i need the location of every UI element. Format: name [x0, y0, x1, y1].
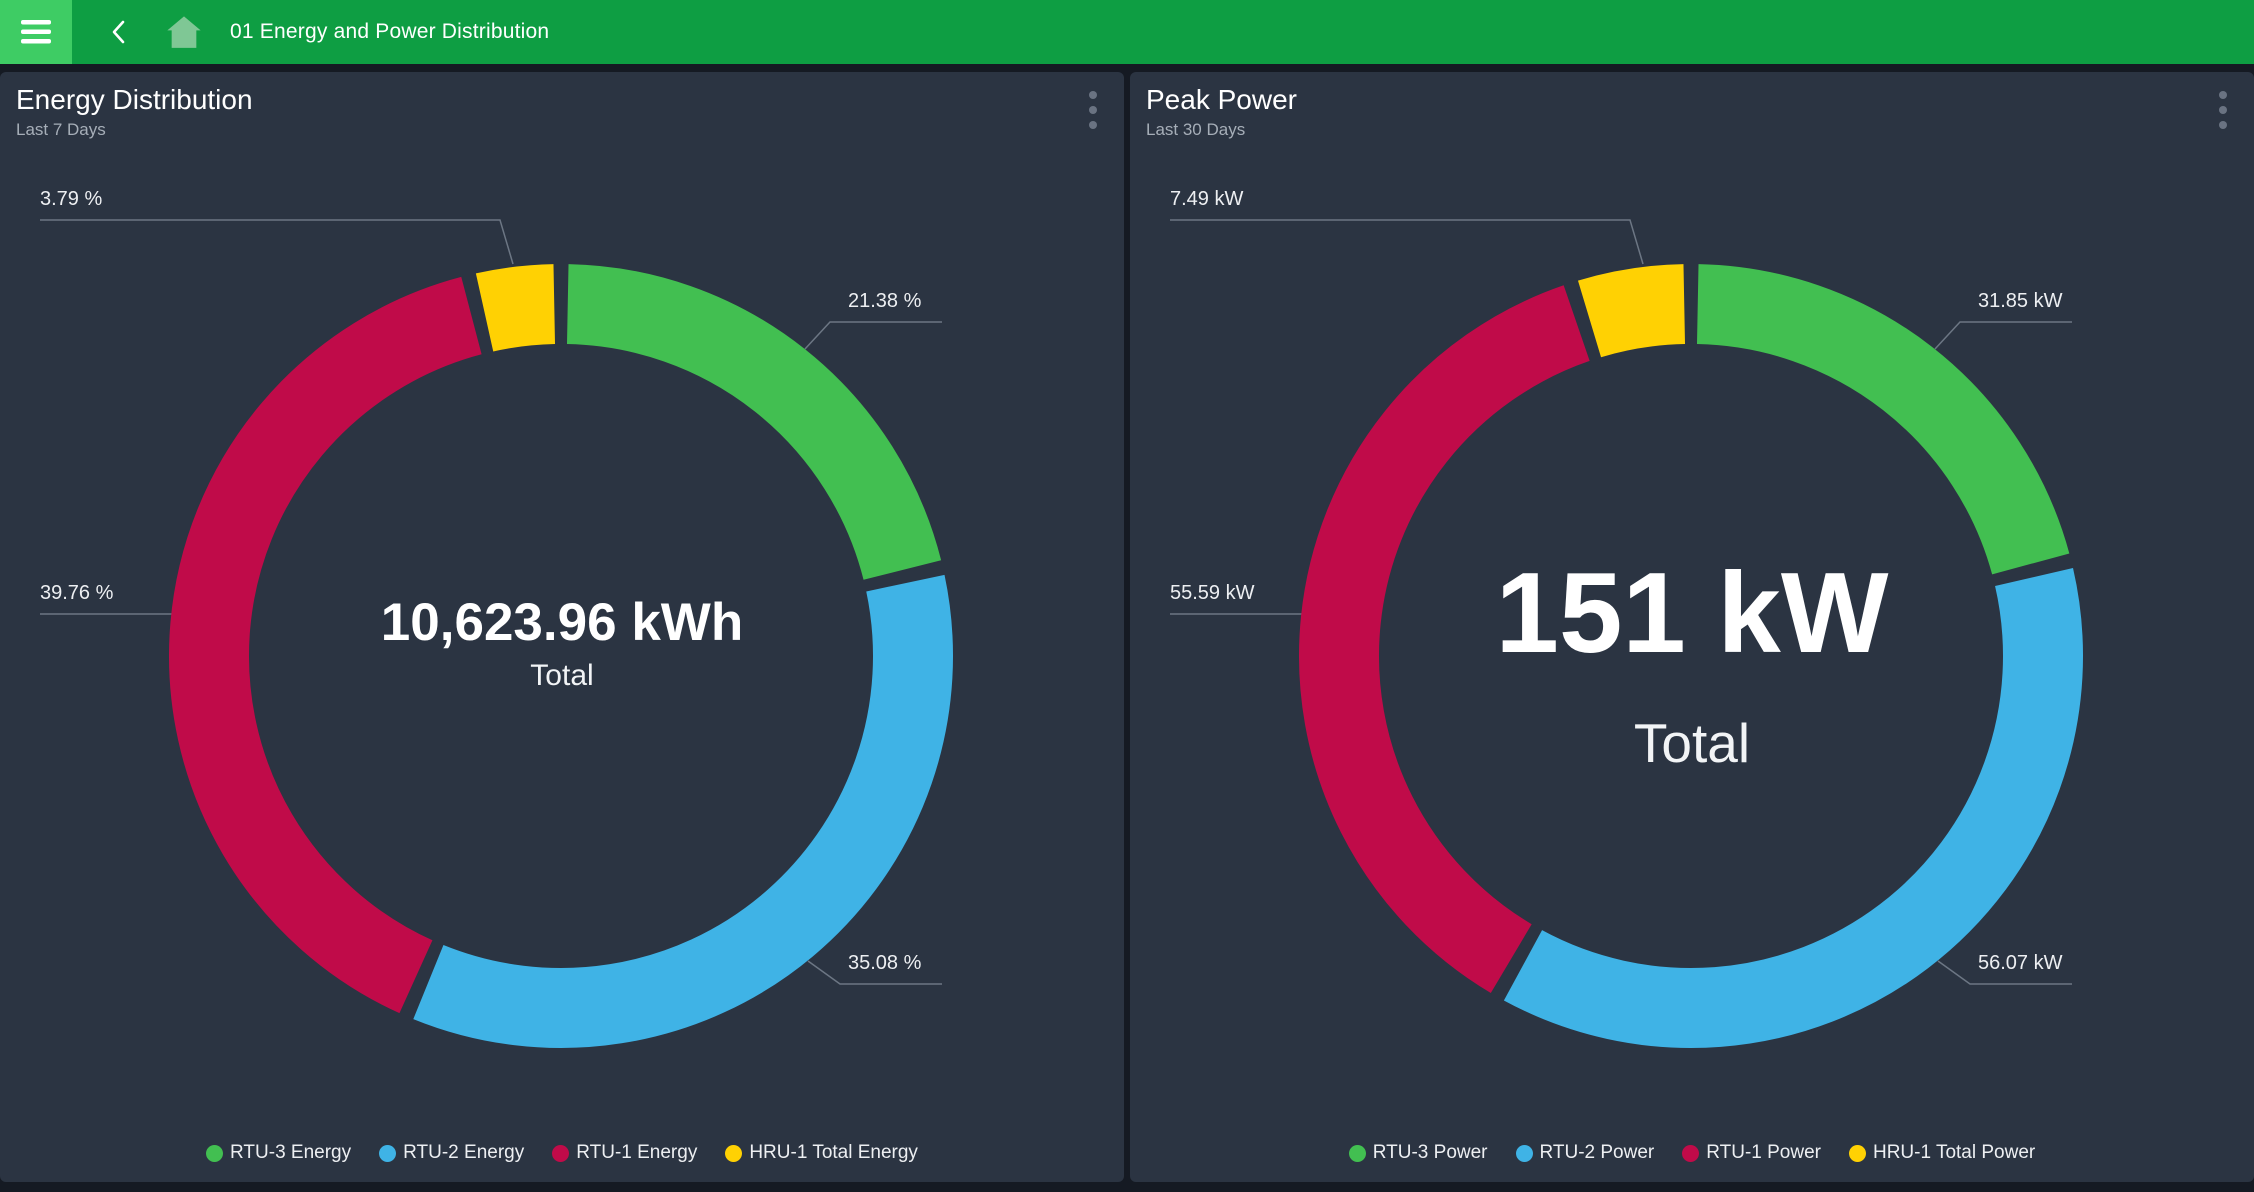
callout-leader-line — [1937, 960, 2072, 985]
kebab-menu-icon — [1089, 91, 1097, 99]
legend-dot-green — [1348, 1144, 1366, 1162]
card-menu-button[interactable] — [1080, 86, 1106, 134]
card-title: Energy Distribution — [16, 84, 253, 115]
donut-slice-rtu-3-energy[interactable] — [566, 264, 942, 581]
donut-slice-hru-1-total-power[interactable] — [1577, 264, 1686, 358]
legend-dot-crimson — [552, 1144, 570, 1162]
energy-distribution-card: Energy Distribution Last 7 Days 3.79 % 2… — [0, 72, 1124, 1182]
donut-chart-energy: 3.79 % 21.38 % 39.76 % 35.08 % 10,623.96… — [0, 72, 1124, 1182]
legend-item-rtu1-energy[interactable]: RTU-1 Energy — [552, 1142, 697, 1164]
legend-item-rtu3-energy[interactable]: RTU-3 Energy — [206, 1142, 351, 1164]
card-title: Peak Power — [1146, 84, 1297, 115]
chart-legend: RTU-3 Energy RTU-2 Energy RTU-1 Energy H… — [0, 1142, 1124, 1164]
menu-button[interactable] — [0, 0, 72, 64]
legend-item-rtu3-power[interactable]: RTU-3 Power — [1348, 1142, 1488, 1164]
legend-dot-green — [206, 1144, 224, 1162]
chart-center-text: 10,623.96 kWh Total — [381, 594, 743, 693]
donut-slice-rtu-2-power[interactable] — [1503, 568, 2083, 1048]
donut-slice-hru-1-total-energy[interactable] — [475, 264, 556, 352]
slice-label-hru1-power: 7.49 kW — [1170, 188, 1244, 210]
legend-item-rtu1-power[interactable]: RTU-1 Power — [1682, 1142, 1821, 1164]
legend-dot-blue — [1515, 1144, 1533, 1162]
slice-label-rtu1-energy: 39.76 % — [40, 582, 114, 604]
donut-chart-svg — [1170, 219, 2083, 1048]
card-subtitle: Last 30 Days — [1146, 120, 1246, 139]
callout-leader-line — [1934, 321, 2072, 350]
slice-label-hru1-energy: 3.79 % — [40, 188, 103, 210]
peak-power-card: Peak Power Last 30 Days 7.49 kW 31.85 kW… — [1130, 72, 2254, 1182]
page-title: 01 Energy and Power Distribution — [230, 20, 550, 43]
card-header: Energy Distribution Last 7 Days — [16, 84, 253, 140]
card-header: Peak Power Last 30 Days — [1146, 84, 1297, 140]
callout-leader-line — [807, 960, 942, 985]
callout-leader-line — [40, 219, 514, 265]
total-label: Total — [530, 659, 594, 693]
card-subtitle: Last 7 Days — [16, 120, 106, 139]
legend-item-rtu2-power[interactable]: RTU-2 Power — [1515, 1142, 1654, 1164]
legend-dot-yellow — [1848, 1144, 1866, 1162]
kebab-menu-icon — [2219, 91, 2227, 99]
home-house-glyph — [167, 16, 201, 48]
slice-label-rtu2-power: 56.07 kW — [1978, 952, 2063, 974]
total-value: 10,623.96 kWh — [380, 593, 744, 652]
slice-label-rtu3-energy: 21.38 % — [848, 290, 922, 312]
callout-leader-line — [1170, 219, 1644, 265]
chart-center-text: 151 kW Total — [1496, 552, 1889, 775]
chart-legend: RTU-3 Power RTU-2 Power RTU-1 Power HRU-… — [1130, 1142, 2254, 1164]
hamburger-icon — [21, 20, 51, 44]
donut-chart-svg — [40, 219, 953, 1048]
legend-item-rtu2-energy[interactable]: RTU-2 Energy — [379, 1142, 524, 1164]
donut-slice-rtu-2-energy[interactable] — [413, 574, 953, 1048]
slice-label-rtu3-power: 31.85 kW — [1978, 290, 2063, 312]
back-button[interactable] — [86, 0, 150, 64]
legend-item-hru1-energy[interactable]: HRU-1 Total Energy — [725, 1142, 918, 1164]
legend-dot-blue — [379, 1144, 397, 1162]
legend-item-hru1-power[interactable]: HRU-1 Total Power — [1848, 1142, 2035, 1164]
total-value: 151 kW — [1495, 550, 1889, 677]
legend-dot-yellow — [725, 1144, 743, 1162]
donut-slice-rtu-3-power[interactable] — [1696, 264, 2070, 575]
callout-leader-line — [804, 321, 942, 350]
top-bar: 01 Energy and Power Distribution — [0, 0, 2254, 64]
legend-dot-crimson — [1682, 1144, 1700, 1162]
donut-slice-rtu-1-energy[interactable] — [169, 276, 482, 1014]
donut-chart-power: 7.49 kW 31.85 kW 55.59 kW 56.07 kW 151 k… — [1130, 72, 2254, 1182]
dashboard: Energy Distribution Last 7 Days 3.79 % 2… — [0, 72, 2254, 1182]
slice-label-rtu2-energy: 35.08 % — [848, 952, 922, 974]
slice-label-rtu1-power: 55.59 kW — [1170, 582, 1255, 604]
card-menu-button[interactable] — [2210, 86, 2236, 134]
home-icon[interactable] — [156, 0, 212, 64]
chevron-left-icon — [112, 20, 125, 44]
total-label: Total — [1633, 712, 1751, 775]
donut-slice-rtu-1-power[interactable] — [1299, 285, 1590, 994]
